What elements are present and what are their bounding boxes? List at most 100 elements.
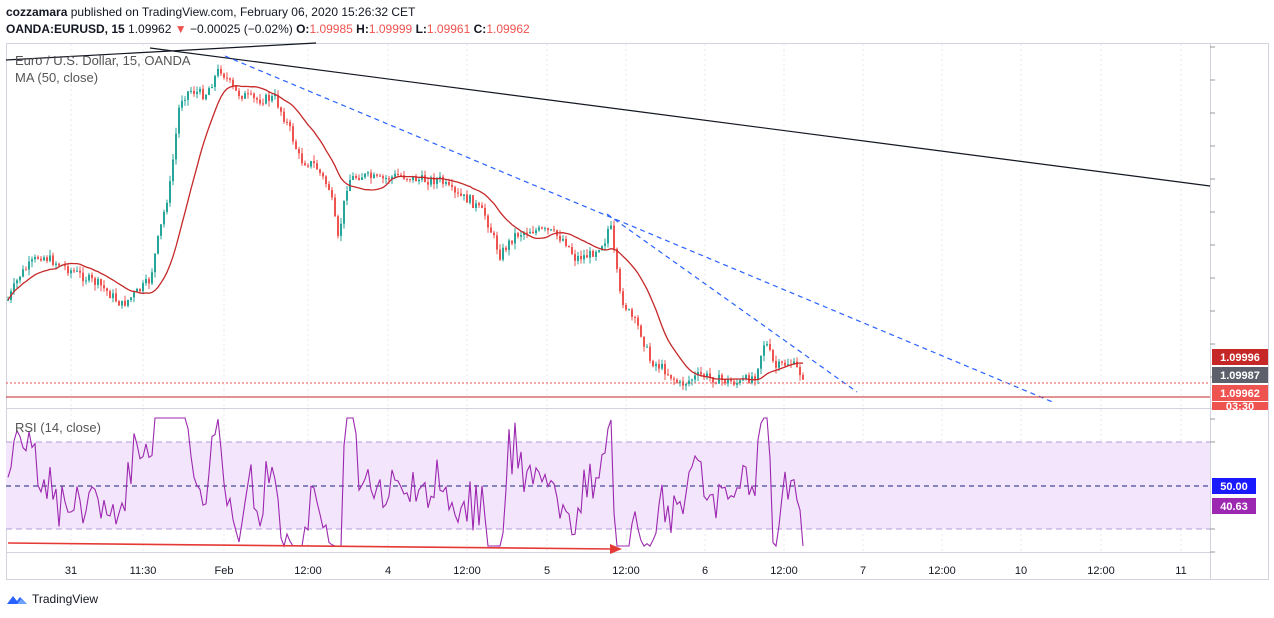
time-tick-label: 11 (1175, 565, 1186, 577)
candle (409, 179, 411, 181)
candle (385, 178, 387, 180)
candle (643, 336, 645, 347)
publisher-name[interactable]: cozzamara (6, 5, 68, 19)
candle (88, 274, 90, 281)
candle (460, 193, 462, 196)
open-value: 1.09985 (309, 22, 353, 36)
candle (532, 231, 534, 234)
candle (73, 270, 75, 272)
candle (436, 179, 438, 185)
time-tick-label: 10 (1015, 565, 1027, 577)
candle (160, 224, 162, 236)
low-value: 1.09961 (426, 22, 471, 36)
candle (475, 203, 477, 208)
time-tick-label: 12:00 (294, 565, 322, 577)
candle (382, 176, 384, 179)
candle (721, 374, 723, 381)
candle (478, 203, 480, 206)
trendline-dashed-outer[interactable] (224, 55, 1056, 404)
candle (91, 274, 93, 279)
candle (514, 233, 516, 244)
candle (148, 279, 150, 284)
candle (262, 103, 264, 105)
candle (616, 248, 618, 270)
candle (487, 215, 489, 228)
candle (133, 292, 135, 298)
candle (757, 368, 759, 380)
candle (118, 301, 120, 306)
candle (406, 178, 408, 180)
candle (490, 227, 492, 233)
time-tick-label: 12:00 (928, 565, 956, 577)
candle (217, 68, 219, 76)
time-tick-label: Feb (215, 565, 234, 577)
candle (193, 90, 195, 94)
candle (760, 355, 762, 369)
trendline-dashed-inner[interactable] (606, 213, 858, 393)
candle (676, 379, 678, 383)
candle (337, 216, 339, 236)
time-tick-label: 11:30 (130, 565, 157, 577)
candle (379, 175, 381, 177)
candle (223, 73, 225, 78)
candle (334, 197, 336, 217)
rsi-line (7, 417, 804, 548)
trendline-long[interactable] (149, 47, 1211, 187)
candle (301, 153, 303, 164)
candle (709, 373, 711, 378)
candle (295, 141, 297, 150)
candle (415, 176, 417, 182)
candle (682, 381, 684, 386)
candle (364, 173, 366, 178)
time-axis[interactable]: 31 11:30 Feb 12:00 4 12:00 5 12:00 6 12:00 7 12:00 1… (65, 565, 1187, 577)
candle (307, 165, 309, 167)
candle (583, 255, 585, 260)
candle (610, 225, 612, 229)
down-arrow-icon: ▼ (174, 22, 187, 36)
candle (55, 263, 57, 265)
candle (139, 288, 141, 292)
candle (796, 361, 798, 368)
candle (523, 232, 525, 236)
candle (190, 90, 192, 92)
candle (322, 172, 324, 177)
trendline-top-left[interactable] (5, 42, 317, 61)
last-price-tag (1212, 385, 1268, 401)
publish-info: cozzamara published on TradingView.com, … (6, 5, 415, 19)
candle (481, 205, 483, 208)
candle (691, 379, 693, 381)
last-price-label: 1.09962 (1220, 388, 1260, 400)
candle (346, 190, 348, 201)
candle (202, 88, 204, 100)
time-tick-label: 5 (544, 565, 550, 577)
candle (637, 317, 639, 326)
candle (79, 270, 81, 273)
candle (343, 200, 345, 224)
candle (373, 174, 375, 179)
footer[interactable]: TradingView (6, 592, 98, 606)
candle (574, 253, 576, 261)
candle (619, 269, 621, 292)
candle (166, 202, 168, 212)
candle (229, 78, 231, 80)
symbol-info: OANDA:EURUSD, 15 1.09962 ▼ −0.00025 (−0.… (6, 22, 530, 36)
candle (499, 249, 501, 260)
candle (568, 245, 570, 248)
candle (601, 245, 603, 251)
candle (508, 240, 510, 250)
candle (730, 379, 732, 382)
candle (733, 381, 735, 385)
divergence-arrow-line[interactable] (7, 542, 613, 550)
candle (304, 163, 306, 166)
candle (76, 270, 78, 272)
candle (670, 374, 672, 379)
candles (7, 64, 804, 391)
candle (622, 291, 624, 306)
candle (7, 299, 9, 301)
candle (724, 380, 726, 384)
candle (445, 181, 447, 184)
rsi-mid-label: 50.00 (1220, 481, 1248, 493)
candle (634, 316, 636, 318)
candle (361, 177, 363, 180)
